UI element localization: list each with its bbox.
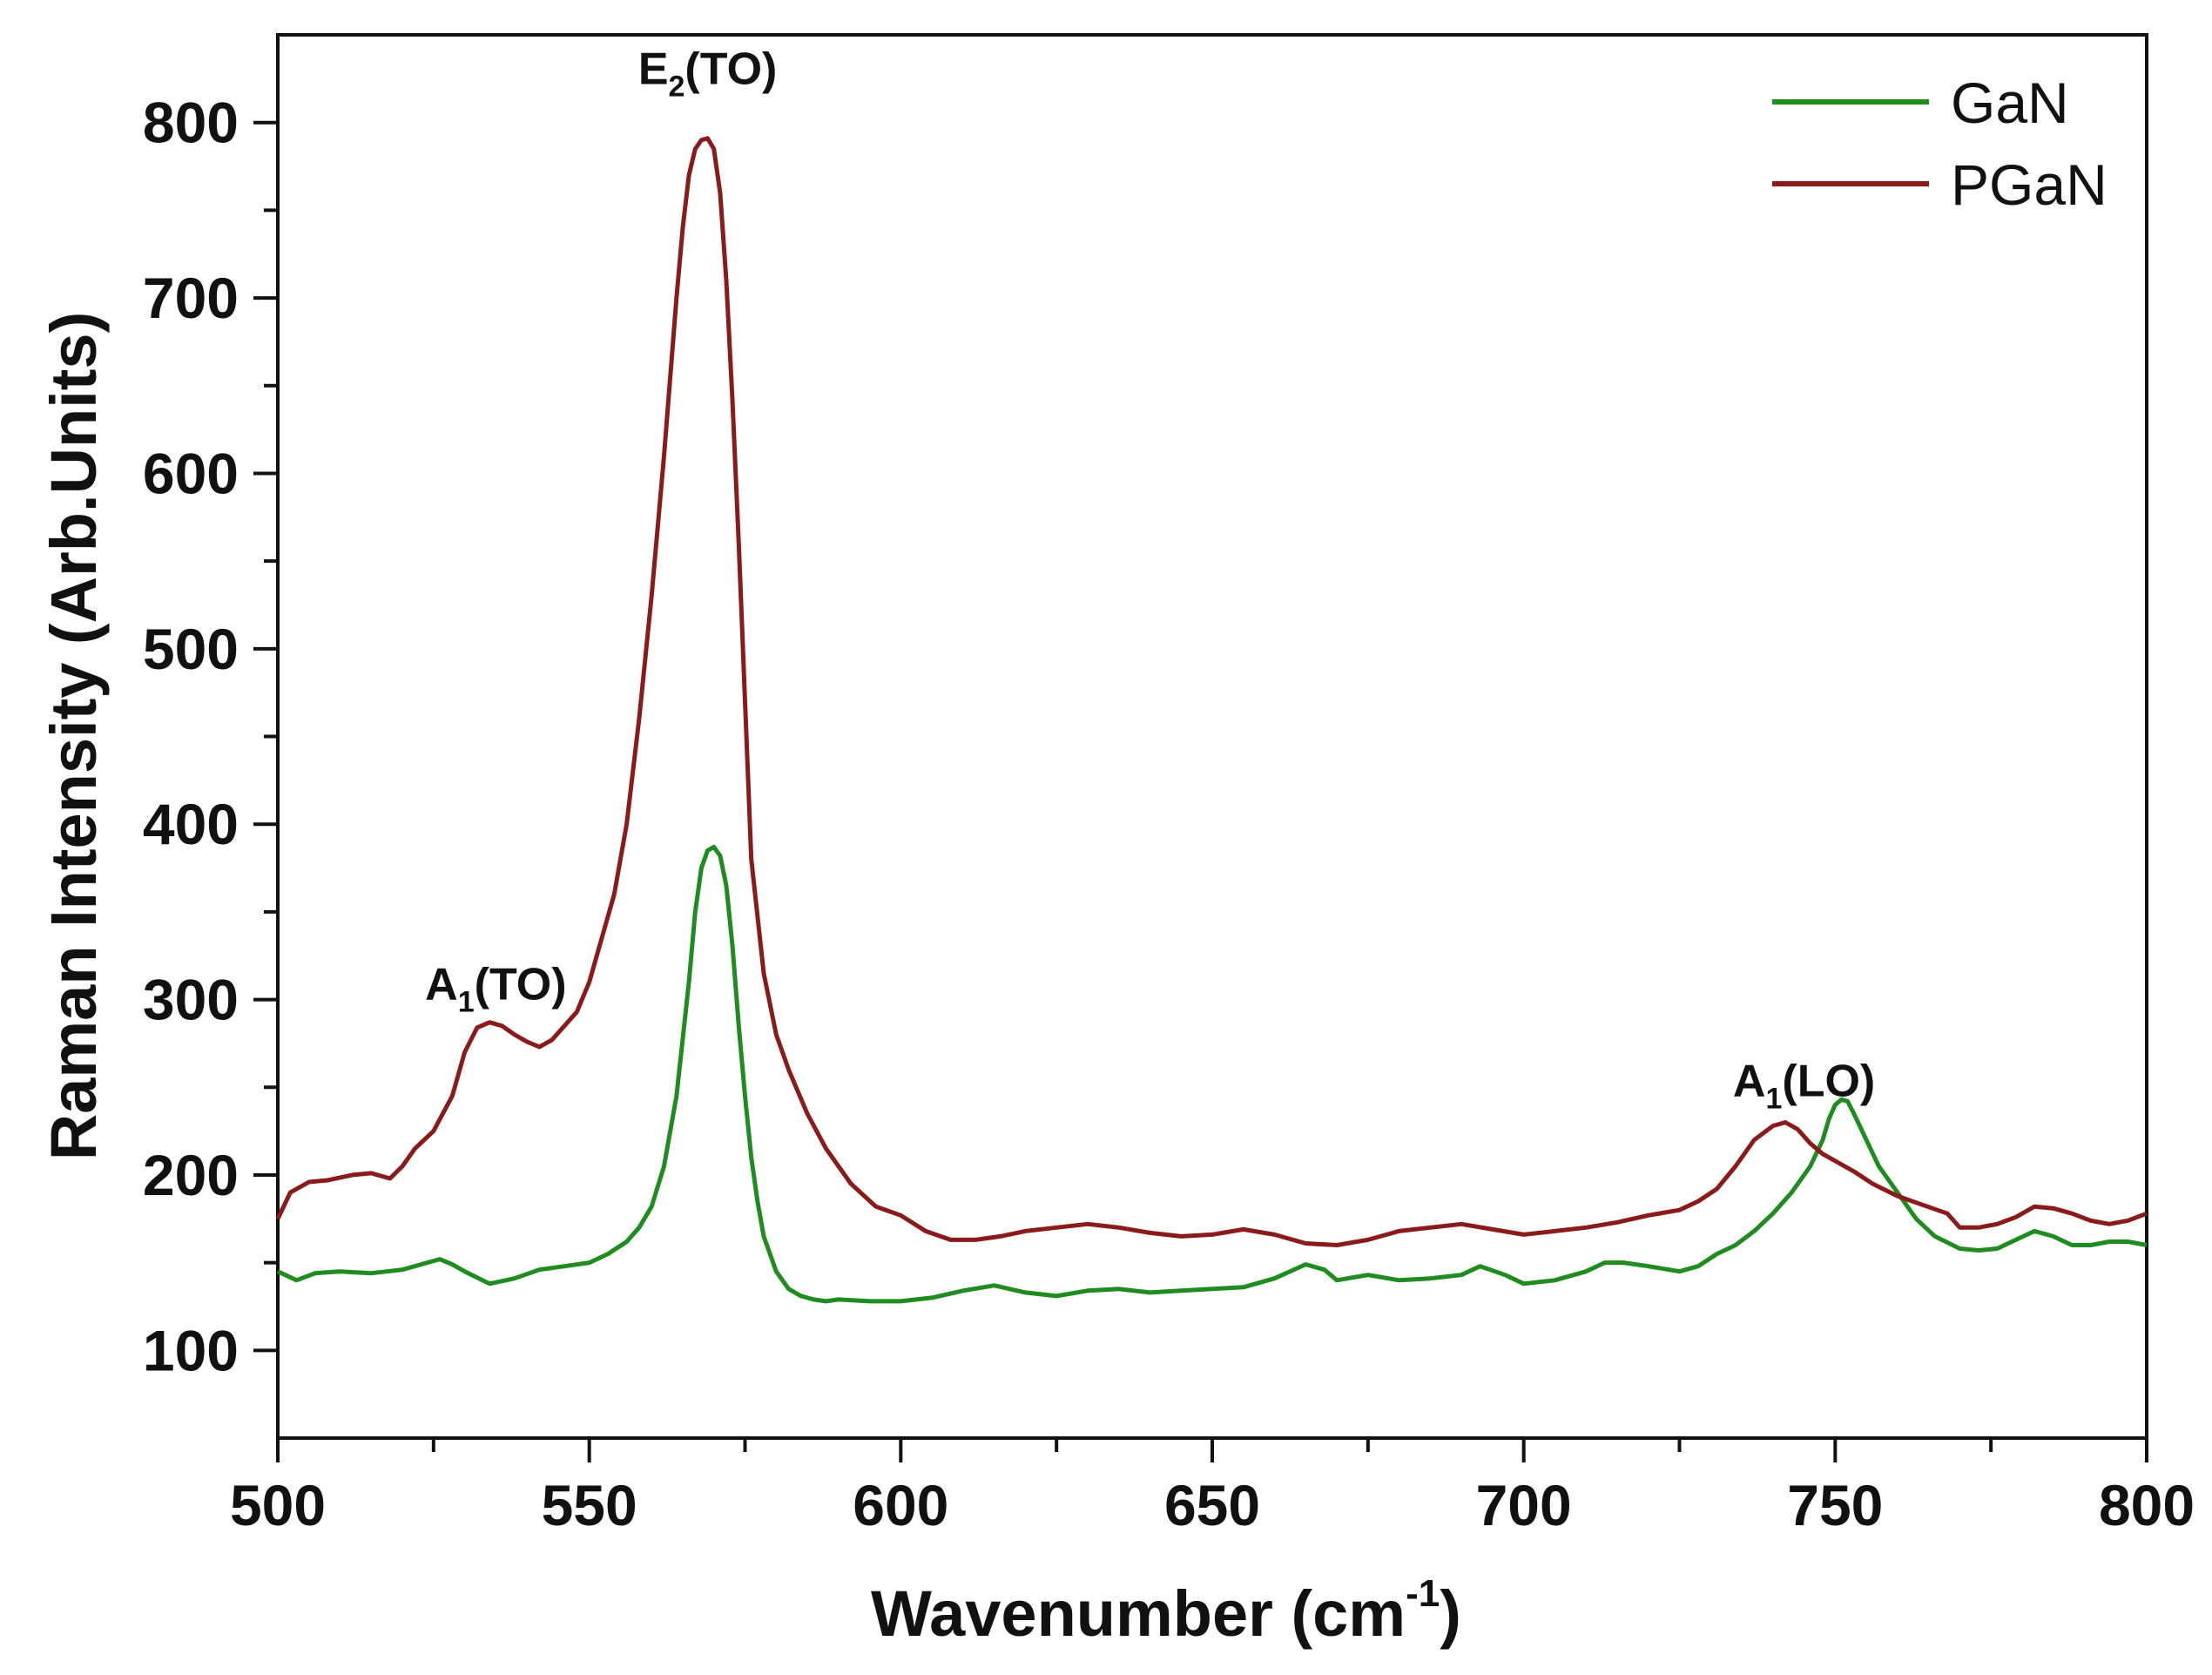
y-tick-label: 500 xyxy=(143,617,239,681)
x-tick-label: 750 xyxy=(1787,1473,1883,1537)
plot-frame xyxy=(276,33,2148,1440)
tick-marks xyxy=(253,120,2148,1462)
x-axis-title-close: ) xyxy=(1440,1577,1461,1650)
x-axis-title-sup: -1 xyxy=(1406,1572,1440,1615)
x-tick-label: 800 xyxy=(2099,1473,2195,1537)
x-tick-label: 700 xyxy=(1476,1473,1572,1537)
x-tick-labels: 500 550 600 650 700 750 800 xyxy=(230,1473,2195,1537)
legend: GaN PGaN xyxy=(1772,71,2107,217)
series-line-pgan xyxy=(275,136,2148,1247)
x-tick-label: 600 xyxy=(853,1473,948,1537)
x-tick-label: 550 xyxy=(542,1473,637,1537)
peak-label: A1(TO) xyxy=(425,960,566,1019)
y-axis-title: Raman Intensity (Arb.Units) xyxy=(37,312,110,1160)
peak-annotations: E2(TO) A1(TO) A1(LO) xyxy=(425,44,1875,1115)
y-tick-label: 300 xyxy=(143,968,239,1032)
y-tick-label: 600 xyxy=(143,441,239,505)
peak-label: E2(TO) xyxy=(638,44,778,103)
series-lines xyxy=(275,136,2148,1304)
x-tick-label: 650 xyxy=(1164,1473,1260,1537)
y-tick-label: 700 xyxy=(143,266,239,330)
series-line-gan xyxy=(276,844,2148,1304)
legend-label-pgan: PGaN xyxy=(1951,152,2107,217)
x-tick-label: 500 xyxy=(230,1473,326,1537)
legend-label-gan: GaN xyxy=(1951,71,2069,135)
peak-label: A1(LO) xyxy=(1733,1056,1875,1115)
x-axis-title: Wavenumber (cm-1) xyxy=(871,1572,1461,1650)
y-tick-label: 800 xyxy=(143,91,239,155)
y-tick-label: 400 xyxy=(143,792,239,856)
y-tick-label: 200 xyxy=(143,1143,239,1207)
y-tick-labels: 100 200 300 400 500 600 700 800 xyxy=(143,91,239,1383)
y-tick-label: 100 xyxy=(143,1318,239,1382)
x-axis-title-text: Wavenumber (cm xyxy=(871,1577,1406,1650)
